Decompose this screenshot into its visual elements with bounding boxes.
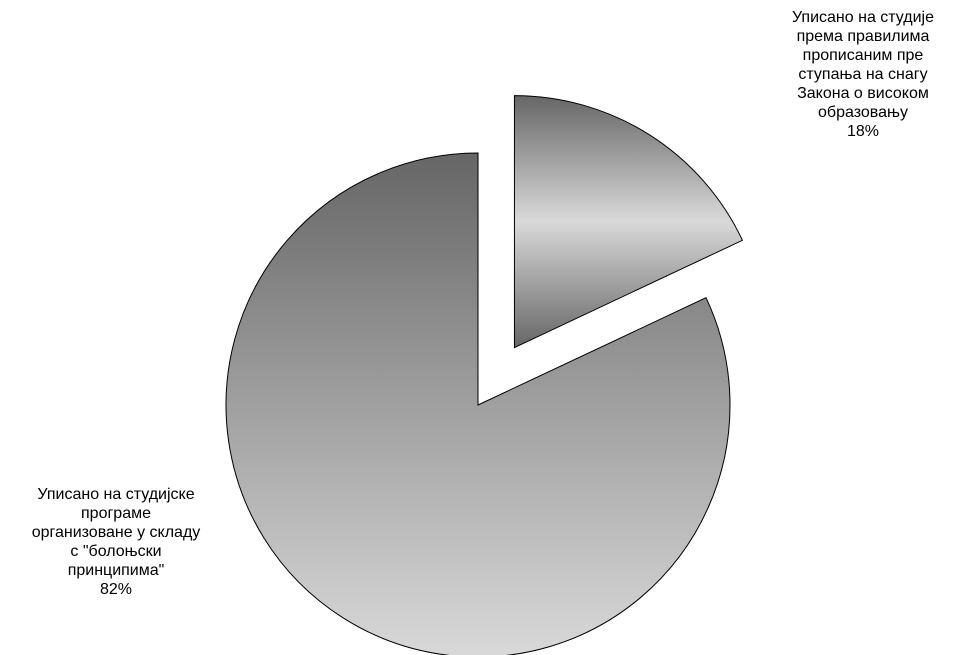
slice-label-line: према правилима — [796, 28, 930, 45]
slice-label-line: принципима" — [67, 562, 165, 579]
slice-label-line: с "болоњски — [70, 543, 162, 560]
slice-label-line: Закона о високом — [797, 85, 929, 102]
pie-slice-18-percent — [513, 95, 744, 349]
slice-value-label: 18% — [846, 123, 880, 140]
slice-label-enrolled-bologna: Уписано на студијске програме организова… — [0, 485, 232, 599]
slice-label-line: прописаним пре — [802, 47, 924, 64]
slice-label-line: организоване у складу — [31, 524, 201, 541]
slice-value-label: 82% — [99, 581, 133, 598]
slice-label-enrolled-old-rules: Уписано на студије према правилима пропи… — [743, 8, 967, 141]
slice-label-line: Уписано на студијске — [37, 486, 195, 503]
slice-label-line: образовању — [818, 104, 908, 121]
slice-label-line: програме — [81, 505, 151, 522]
pie-slice-82-percent — [225, 152, 731, 655]
slice-label-line: Уписано на студије — [791, 9, 934, 26]
slice-label-line: ступања на снагу — [798, 66, 928, 83]
